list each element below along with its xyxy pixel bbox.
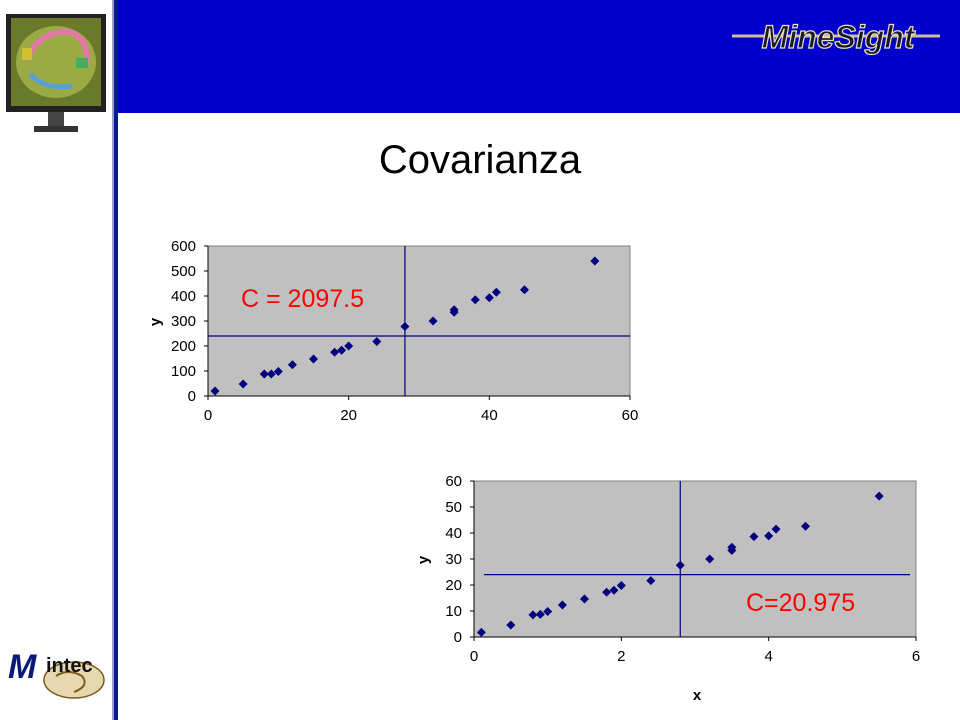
top-data-point <box>491 287 501 297</box>
top-data-point <box>470 295 480 305</box>
bottom-data-point <box>874 491 884 501</box>
bottom-data-point <box>749 532 759 542</box>
bottom-data-point <box>557 600 567 610</box>
bottom-y-tick-label: 40 <box>445 525 462 542</box>
top-data-point <box>484 293 494 303</box>
monitor-illustration <box>6 14 106 132</box>
bottom-data-point <box>646 576 656 586</box>
top-data-point <box>400 322 410 331</box>
minesight-logo-text: MineSight <box>762 19 916 55</box>
bottom-covariance-label: C=20.975 <box>746 589 855 617</box>
bottom-data-point <box>764 531 774 541</box>
top-y-tick-label: 500 <box>171 263 196 280</box>
top-data-point <box>287 360 297 370</box>
top-y-tick-label: 100 <box>171 363 196 380</box>
top-x-tick-label: 60 <box>622 407 639 424</box>
bottom-data-point <box>476 627 486 637</box>
top-data-point <box>330 347 340 357</box>
bottom-y-axis-label: y <box>415 555 432 564</box>
top-data-point <box>210 386 220 396</box>
bottom-y-tick-label: 10 <box>445 603 462 620</box>
top-x-tick-label: 20 <box>340 407 357 424</box>
top-data-point <box>309 354 318 364</box>
top-data-point <box>590 256 600 266</box>
top-data-point <box>520 285 529 295</box>
svg-text:M: M <box>8 648 37 686</box>
bottom-data-point <box>528 610 538 620</box>
top-covariance-label: C = 2097.5 <box>241 285 364 313</box>
bottom-y-tick-label: 30 <box>445 551 462 568</box>
bottom-data-point <box>727 542 737 552</box>
minesight-logo: MineSight <box>732 18 940 56</box>
bottom-data-point <box>535 609 545 619</box>
top-y-tick-label: 400 <box>171 288 196 305</box>
top-data-point <box>428 316 438 326</box>
top-data-point <box>259 369 269 379</box>
top-data-point <box>449 307 459 317</box>
bottom-data-point <box>705 554 715 564</box>
bottom-data-point <box>609 585 619 595</box>
bottom-data-point <box>506 620 516 630</box>
mintec-logo: M intec <box>8 648 105 699</box>
top-y-tick-label: 200 <box>171 338 196 355</box>
top-data-point <box>238 379 248 389</box>
bottom-data-point <box>675 560 685 570</box>
header-bar <box>118 0 960 113</box>
bottom-data-point <box>602 587 612 597</box>
top-data-point <box>372 337 382 346</box>
top-data-point <box>273 367 283 376</box>
sidebar-divider <box>114 0 118 720</box>
bottom-y-tick-label: 60 <box>445 473 462 490</box>
bottom-data-point <box>801 521 810 531</box>
bottom-x-axis-label: x <box>693 687 702 704</box>
top-y-tick-label: 600 <box>171 238 196 255</box>
top-plot-area <box>207 245 631 397</box>
mintec-logo-text: intec <box>46 655 93 677</box>
slide-title: Covarianza <box>378 138 582 182</box>
top-x-tick-label: 40 <box>481 407 498 424</box>
bottom-data-point <box>543 607 553 617</box>
bottom-x-tick-label: 0 <box>470 648 478 665</box>
bottom-y-tick-label: 50 <box>445 499 462 516</box>
top-data-point <box>344 341 354 351</box>
bottom-x-tick-label: 6 <box>912 648 920 665</box>
top-data-point <box>337 345 347 355</box>
bottom-y-tick-label: 20 <box>445 577 462 594</box>
top-y-tick-label: 0 <box>188 388 196 405</box>
bottom-data-point <box>580 594 589 604</box>
sidebar-shadow <box>112 0 114 720</box>
top-y-tick-label: 300 <box>171 313 196 330</box>
bottom-plot-area <box>473 480 917 638</box>
top-data-point <box>449 305 459 315</box>
bottom-data-point <box>771 524 781 534</box>
bottom-data-point <box>616 581 626 591</box>
bottom-x-tick-label: 2 <box>617 648 625 665</box>
bottom-data-point <box>727 545 737 555</box>
bottom-y-tick-label: 0 <box>454 629 462 646</box>
top-y-axis-label: y <box>147 317 164 326</box>
top-x-tick-label: 0 <box>204 407 212 424</box>
top-data-point <box>266 369 276 379</box>
bottom-x-tick-label: 4 <box>764 648 772 665</box>
